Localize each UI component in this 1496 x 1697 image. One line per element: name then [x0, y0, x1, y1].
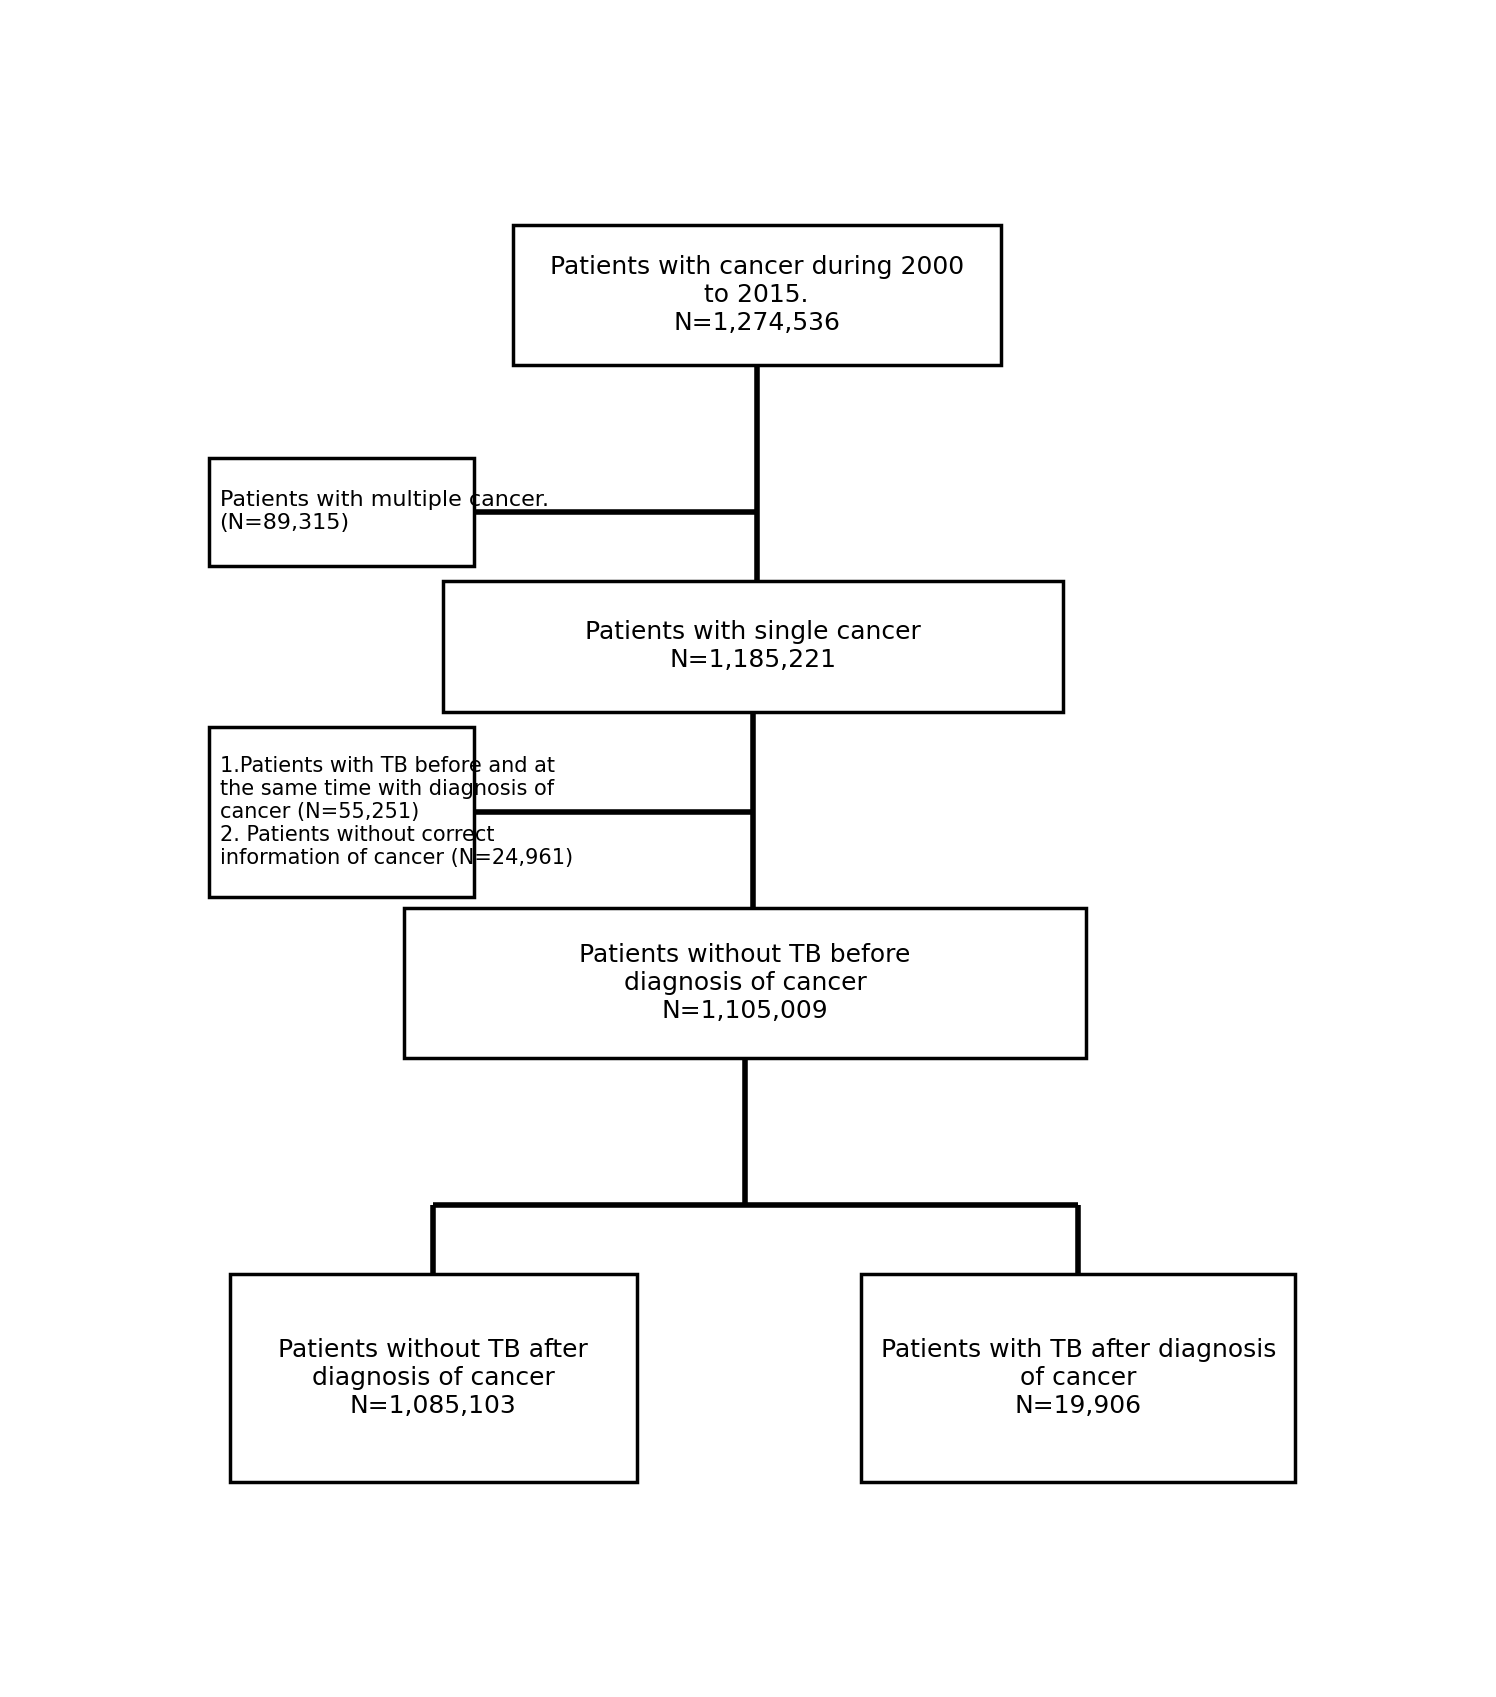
Text: Patients with TB after diagnosis
of cancer
N=19,906: Patients with TB after diagnosis of canc…: [881, 1339, 1276, 1417]
Text: 1.Patients with TB before and at
the same time with diagnosis of
cancer (N=55,25: 1.Patients with TB before and at the sam…: [220, 755, 573, 869]
Bar: [209, 458, 474, 565]
Text: Patients with multiple cancer.
(N=89,315): Patients with multiple cancer. (N=89,315…: [220, 490, 549, 533]
Bar: [862, 1274, 1296, 1481]
Bar: [229, 1274, 636, 1481]
Bar: [209, 728, 474, 896]
Text: Patients with single cancer
N=1,185,221: Patients with single cancer N=1,185,221: [585, 621, 920, 672]
Bar: [513, 226, 1001, 365]
Text: Patients without TB after
diagnosis of cancer
N=1,085,103: Patients without TB after diagnosis of c…: [278, 1339, 588, 1417]
Bar: [404, 908, 1086, 1059]
Text: Patients with cancer during 2000
to 2015.
N=1,274,536: Patients with cancer during 2000 to 2015…: [549, 256, 963, 334]
Text: Patients without TB before
diagnosis of cancer
N=1,105,009: Patients without TB before diagnosis of …: [579, 944, 911, 1023]
Bar: [443, 580, 1062, 711]
